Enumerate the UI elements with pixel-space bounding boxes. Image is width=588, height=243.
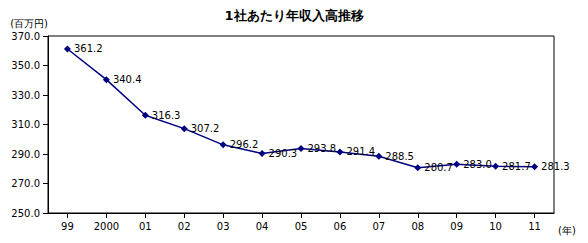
- svg-text:280.7: 280.7: [424, 162, 453, 173]
- svg-text:316.3: 316.3: [152, 110, 181, 121]
- svg-text:04: 04: [256, 221, 269, 232]
- svg-text:310.0: 310.0: [11, 119, 40, 130]
- svg-text:07: 07: [372, 221, 385, 232]
- svg-text:250.0: 250.0: [11, 208, 40, 219]
- svg-text:350.0: 350.0: [11, 60, 40, 71]
- svg-text:296.2: 296.2: [230, 139, 259, 150]
- svg-text:270.0: 270.0: [11, 178, 40, 189]
- svg-text:370.0: 370.0: [11, 31, 40, 42]
- svg-text:03: 03: [217, 221, 230, 232]
- svg-text:2000: 2000: [94, 221, 119, 232]
- svg-text:1社あたり年収入高推移: 1社あたり年収入高推移: [224, 8, 363, 23]
- svg-text:330.0: 330.0: [11, 90, 40, 101]
- svg-text:02: 02: [178, 221, 191, 232]
- svg-text:99: 99: [61, 221, 74, 232]
- svg-text:281.3: 281.3: [541, 161, 570, 172]
- svg-text:291.4: 291.4: [346, 146, 375, 157]
- svg-text:11: 11: [528, 221, 541, 232]
- svg-text:05: 05: [295, 221, 308, 232]
- svg-text:361.2: 361.2: [74, 43, 103, 54]
- svg-text:01: 01: [139, 221, 152, 232]
- svg-text:293.8: 293.8: [308, 143, 337, 154]
- svg-text:288.5: 288.5: [385, 151, 414, 162]
- svg-text:06: 06: [334, 221, 347, 232]
- svg-text:08: 08: [411, 221, 424, 232]
- svg-text:09: 09: [450, 221, 463, 232]
- svg-text:307.2: 307.2: [191, 123, 220, 134]
- svg-text:10: 10: [489, 221, 502, 232]
- svg-text:(年): (年): [558, 225, 576, 236]
- svg-text:290.3: 290.3: [269, 148, 298, 159]
- svg-text:283.0: 283.0: [463, 159, 492, 170]
- svg-text:340.4: 340.4: [113, 74, 142, 85]
- svg-text:(百万円): (百万円): [10, 18, 48, 29]
- svg-text:290.0: 290.0: [11, 149, 40, 160]
- svg-text:281.7: 281.7: [502, 161, 531, 172]
